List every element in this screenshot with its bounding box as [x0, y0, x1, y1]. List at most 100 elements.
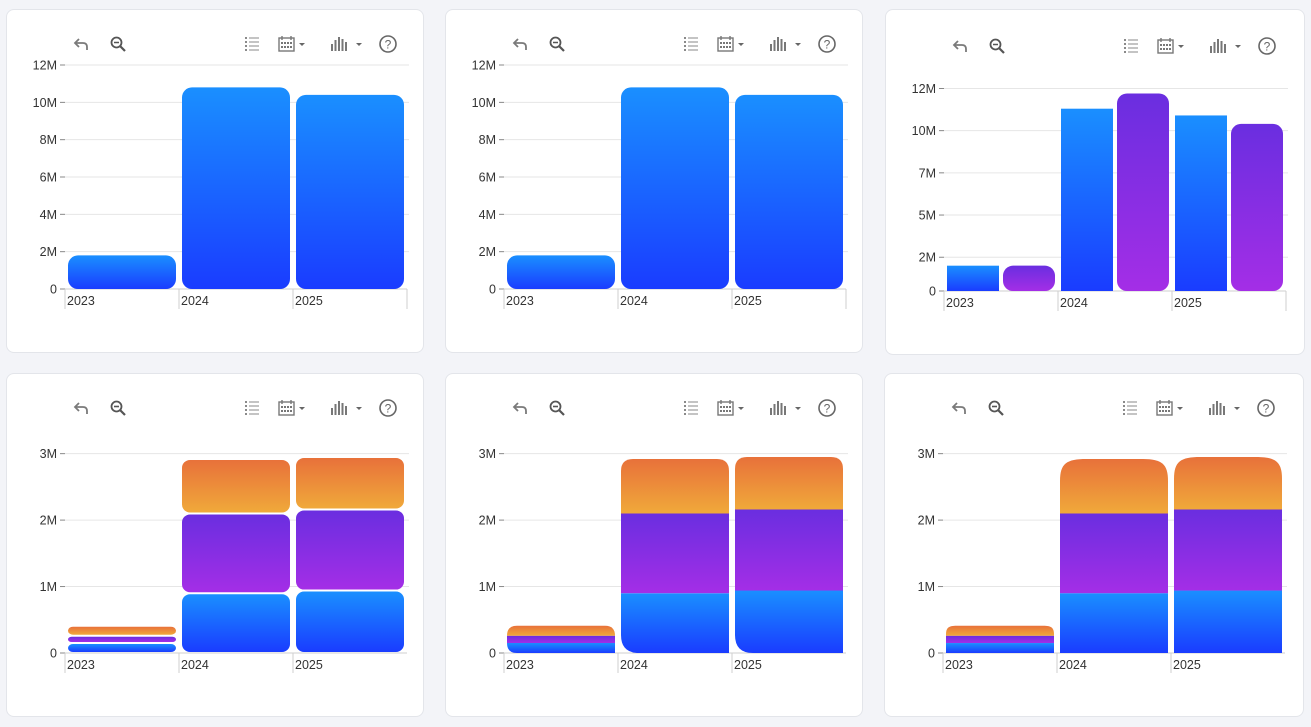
- bar-2024[interactable]: [182, 87, 290, 290]
- zoom-out-icon[interactable]: [108, 34, 128, 54]
- calendar-icon[interactable]: [716, 34, 746, 54]
- x-tick-label: 2024: [181, 658, 209, 672]
- bar-chart-icon[interactable]: [1207, 398, 1243, 418]
- bar-2025-segment-1[interactable]: [1174, 590, 1282, 653]
- calendar-icon[interactable]: [1155, 398, 1185, 418]
- x-tick-label: 2024: [620, 658, 648, 672]
- list-icon[interactable]: [242, 398, 262, 418]
- calendar-icon[interactable]: [277, 398, 307, 418]
- bar-2024[interactable]: [621, 87, 729, 290]
- bar-chart-icon[interactable]: [768, 34, 804, 54]
- calendar-icon[interactable]: [716, 398, 746, 418]
- bar-2023-segment-2[interactable]: [68, 636, 176, 643]
- y-tick-label: 2M: [919, 251, 936, 265]
- chart-plot: 0 1M 2M 3M 2023 2024 2025: [479, 447, 848, 673]
- chart-plot: 0 2M 4M 6M 8M 10M 12M 2023 2024 2025: [33, 59, 409, 309]
- bar-2025[interactable]: [296, 94, 404, 289]
- bar-2024-segment-2[interactable]: [182, 514, 290, 593]
- zoom-out-icon[interactable]: [987, 36, 1007, 56]
- x-tick-label: 2025: [734, 294, 762, 308]
- list-icon[interactable]: [242, 34, 262, 54]
- bar-2023-series-1[interactable]: [947, 265, 999, 291]
- y-tick-label: 12M: [912, 82, 936, 96]
- calendar-icon[interactable]: [277, 34, 307, 54]
- zoom-out-icon[interactable]: [547, 34, 567, 54]
- undo-icon[interactable]: [71, 34, 91, 54]
- bar-2023-segment-1[interactable]: [946, 643, 1054, 653]
- chart-card-3: ? 0 2M 5M 7M 10M 12M 2023 2024 2025: [885, 9, 1305, 355]
- bar-2024-segment-3[interactable]: [1060, 458, 1168, 514]
- calendar-icon[interactable]: [1156, 36, 1186, 56]
- y-tick-label: 7M: [919, 166, 936, 180]
- help-icon[interactable]: ?: [1256, 398, 1276, 418]
- undo-icon[interactable]: [510, 398, 530, 418]
- y-tick-label: 0: [929, 285, 936, 299]
- y-tick-label: 10M: [472, 96, 496, 110]
- help-icon[interactable]: ?: [378, 34, 398, 54]
- bar-2024-series-1[interactable]: [1061, 108, 1113, 291]
- x-tick-label: 2025: [1173, 658, 1201, 672]
- bar-2023-series-2[interactable]: [1003, 265, 1055, 291]
- help-icon[interactable]: ?: [817, 398, 837, 418]
- bar-2024-series-2[interactable]: [1117, 93, 1169, 291]
- bar-2023-segment-2[interactable]: [946, 635, 1054, 644]
- bar-2023-segment-3[interactable]: [68, 626, 176, 635]
- y-tick-label: 8M: [479, 133, 496, 147]
- undo-icon[interactable]: [510, 34, 530, 54]
- undo-icon[interactable]: [71, 398, 91, 418]
- x-tick-label: 2024: [620, 294, 648, 308]
- bar-chart-icon[interactable]: [329, 34, 365, 54]
- y-tick-label: 0: [50, 283, 57, 297]
- bar-2025[interactable]: [735, 94, 843, 289]
- list-icon[interactable]: [1120, 398, 1140, 418]
- bar-2023-segment-3[interactable]: [946, 625, 1054, 636]
- x-tick-label: 2023: [946, 296, 974, 310]
- bar-2025-series-2[interactable]: [1231, 123, 1283, 291]
- bar-2025-segment-2[interactable]: [296, 510, 404, 590]
- x-tick-label: 2023: [67, 658, 95, 672]
- chart-plot: 0 1M 2M 3M 2023 2024 2025: [918, 447, 1287, 673]
- chart-card-6: ? 0 1M 2M 3M 2023 2024 2025: [884, 373, 1304, 717]
- chart-card-4: ? 0 1M 2M 3M 2023 2024 2025: [6, 373, 424, 717]
- bar-2025-segment-1[interactable]: [296, 591, 404, 652]
- bar-chart-icon[interactable]: [1208, 36, 1244, 56]
- bar-2024-segment-3[interactable]: [621, 458, 729, 514]
- bar-2023-segment-3[interactable]: [507, 625, 615, 636]
- svg-text:?: ?: [1264, 40, 1271, 54]
- bar-2023[interactable]: [507, 255, 615, 289]
- list-icon[interactable]: [681, 398, 701, 418]
- zoom-out-icon[interactable]: [547, 398, 567, 418]
- svg-text:?: ?: [824, 38, 831, 52]
- bar-2023[interactable]: [68, 255, 176, 289]
- bar-2024-segment-1[interactable]: [621, 593, 729, 653]
- bar-chart-icon[interactable]: [329, 398, 365, 418]
- help-icon[interactable]: ?: [1257, 36, 1277, 56]
- bar-2024-segment-1[interactable]: [1060, 593, 1168, 653]
- bar-2023-segment-1[interactable]: [507, 643, 615, 653]
- bar-2024-segment-3[interactable]: [182, 459, 290, 513]
- bar-2025-segment-2[interactable]: [1174, 509, 1282, 591]
- undo-icon[interactable]: [950, 36, 970, 56]
- bar-2023-segment-2[interactable]: [507, 635, 615, 644]
- list-icon[interactable]: [1121, 36, 1141, 56]
- bar-2024-segment-1[interactable]: [182, 594, 290, 652]
- y-tick-label: 0: [50, 647, 57, 661]
- zoom-out-icon[interactable]: [986, 398, 1006, 418]
- bar-chart-icon[interactable]: [768, 398, 804, 418]
- list-icon[interactable]: [681, 34, 701, 54]
- bar-2024-segment-2[interactable]: [1060, 513, 1168, 594]
- bar-2025-series-1[interactable]: [1175, 115, 1227, 291]
- undo-icon[interactable]: [949, 398, 969, 418]
- help-icon[interactable]: ?: [378, 398, 398, 418]
- x-tick-label: 2023: [67, 294, 95, 308]
- bar-2025-segment-1[interactable]: [735, 590, 843, 653]
- bar-2025-segment-3[interactable]: [735, 456, 843, 510]
- zoom-out-icon[interactable]: [108, 398, 128, 418]
- help-icon[interactable]: ?: [817, 34, 837, 54]
- bar-2025-segment-3[interactable]: [1174, 456, 1282, 510]
- y-tick-label: 2M: [918, 514, 935, 528]
- bar-2024-segment-2[interactable]: [621, 513, 729, 594]
- bar-2025-segment-3[interactable]: [296, 457, 404, 509]
- bar-2025-segment-2[interactable]: [735, 509, 843, 591]
- bar-2023-segment-1[interactable]: [68, 644, 176, 652]
